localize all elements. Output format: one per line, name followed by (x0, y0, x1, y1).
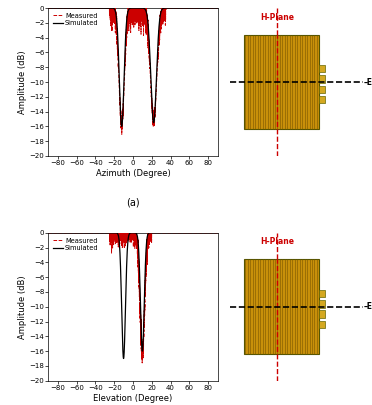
Measured (93, 230, 98, 235)
X-axis label: Azimuth (Degree): Azimuth (Degree) (96, 169, 170, 178)
Measured (46, 230, 51, 235)
Simulated (82, 6, 87, 11)
Measured (151, 114, 156, 119)
Simulated (148, 230, 153, 235)
Measured (148, 230, 153, 235)
Measured (215, 230, 220, 235)
Measured (119, 132, 124, 137)
Text: H-Plane: H-Plane (260, 237, 294, 246)
Bar (319, 321, 325, 328)
Legend: Measured, Simulated: Measured, Simulated (52, 236, 100, 252)
Simulated (46, 6, 51, 11)
Measured (199, 230, 204, 235)
Measured (82, 230, 87, 235)
Simulated (215, 230, 220, 235)
Line: Measured: Measured (48, 233, 218, 363)
Measured (46, 6, 51, 11)
Simulated (82, 230, 87, 235)
Simulated (121, 356, 126, 361)
Bar (319, 311, 325, 318)
Measured (151, 230, 156, 235)
Simulated (199, 6, 204, 11)
Simulated (215, 6, 220, 11)
Measured (215, 230, 220, 235)
Bar (319, 86, 325, 93)
Measured (82, 6, 87, 11)
Bar (244, 35, 319, 129)
Bar (319, 290, 325, 297)
Simulated (148, 72, 153, 77)
Bar (319, 75, 325, 83)
Legend: Measured, Simulated: Measured, Simulated (52, 11, 100, 28)
Simulated (93, 230, 98, 235)
Text: –E-Plane: –E-Plane (364, 77, 372, 87)
Y-axis label: Amplitude (dB): Amplitude (dB) (17, 275, 26, 339)
Text: H-Plane: H-Plane (260, 13, 294, 21)
Text: –E-Plane: –E-Plane (364, 302, 372, 311)
Line: Simulated: Simulated (48, 233, 218, 358)
Measured (93, 6, 98, 11)
X-axis label: Elevation (Degree): Elevation (Degree) (93, 394, 173, 403)
Simulated (93, 6, 98, 11)
Measured (140, 360, 144, 365)
Simulated (215, 230, 220, 235)
Simulated (199, 230, 204, 235)
Measured (148, 81, 153, 85)
Text: (a): (a) (126, 197, 140, 207)
Measured (107, 6, 112, 11)
Simulated (46, 230, 51, 235)
Measured (215, 6, 220, 11)
Bar (319, 65, 325, 72)
Bar (319, 96, 325, 103)
Line: Measured: Measured (48, 8, 218, 134)
Measured (215, 6, 220, 11)
Simulated (151, 230, 156, 235)
Bar (319, 300, 325, 307)
Simulated (215, 6, 220, 11)
Measured (199, 6, 204, 11)
Line: Simulated: Simulated (48, 8, 218, 126)
Y-axis label: Amplitude (dB): Amplitude (dB) (17, 50, 26, 114)
Simulated (119, 124, 124, 129)
Bar (244, 260, 319, 354)
Simulated (151, 120, 156, 125)
